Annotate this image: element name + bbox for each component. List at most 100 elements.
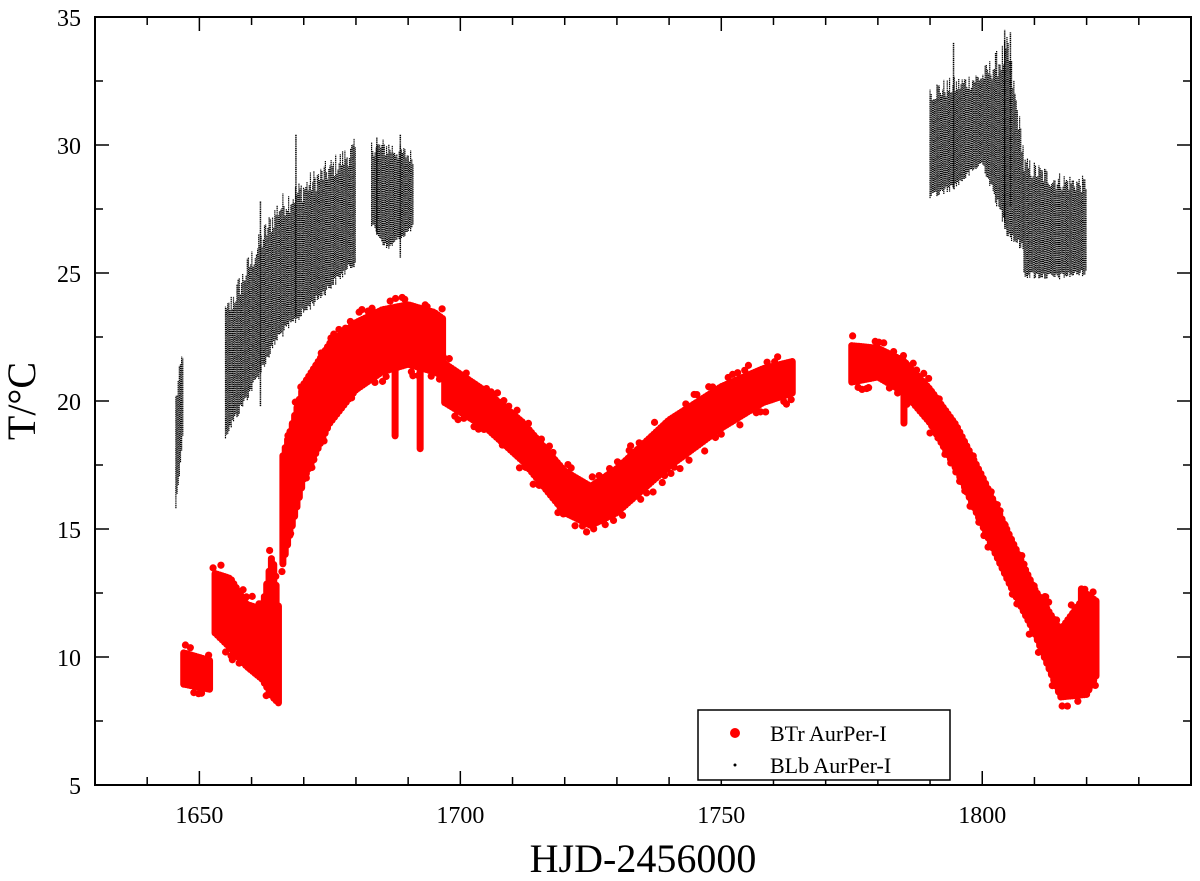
btr-point (197, 689, 206, 697)
btr-point (618, 511, 627, 519)
btr-point (266, 546, 274, 555)
btr-point (1020, 560, 1028, 568)
legend-label-blb: BLb AurPer-I (770, 753, 891, 778)
btr-point (934, 434, 942, 442)
btr-point (186, 644, 194, 652)
btr-point (849, 332, 857, 340)
btr-dip (1077, 585, 1085, 670)
btr-point (947, 459, 955, 467)
btr-point (217, 561, 225, 569)
btr-point (650, 418, 659, 426)
btr-point (346, 317, 354, 326)
btr-point-range (788, 357, 796, 397)
btr-point-range (1092, 597, 1100, 680)
btr-point (682, 400, 690, 408)
btr-point (554, 508, 562, 517)
btr-point-range (206, 656, 214, 693)
btr-point (996, 507, 1004, 515)
btr-point (993, 501, 1001, 509)
btr-point (736, 421, 744, 429)
btr-point (894, 389, 902, 397)
btr-point (439, 353, 448, 361)
btr-point (287, 530, 295, 538)
x-axis-title: HJD-2456000 (530, 836, 757, 881)
btr-point (661, 472, 669, 480)
btr-point (302, 474, 310, 482)
btr-point (409, 372, 417, 380)
btr-point (358, 306, 366, 314)
btr-point (1025, 630, 1033, 638)
btr-point (308, 463, 316, 472)
btr-point (549, 448, 557, 457)
btr-point (658, 478, 666, 487)
btr-point (590, 525, 598, 533)
btr-point (1013, 600, 1021, 608)
btr-point (423, 303, 431, 311)
btr-point-range (274, 602, 282, 707)
btr-point (454, 416, 462, 424)
ticks-layer: 1650 1700 1750 1800 5 10 15 20 25 30 35 (57, 6, 1191, 829)
btr-point (685, 456, 693, 464)
btr-point (248, 592, 256, 600)
btr-point (445, 355, 453, 363)
btr-point (913, 366, 921, 374)
btr-point (1030, 582, 1038, 590)
btr-point (320, 437, 328, 445)
btr-point (667, 469, 675, 478)
btr-point (382, 372, 390, 381)
btr-point (1063, 702, 1071, 710)
y-tick-label: 25 (57, 262, 81, 288)
y-tick-label: 20 (57, 390, 81, 416)
btr-point (637, 495, 645, 503)
btr-point (935, 395, 943, 403)
btr-point (1058, 702, 1066, 710)
btr-point (774, 353, 782, 361)
btr-point (242, 593, 250, 601)
series-btr-aurper-i (180, 293, 1100, 710)
btr-point (537, 435, 546, 443)
btr-point (335, 325, 343, 334)
btr-point (984, 543, 992, 551)
btr-point (209, 564, 217, 572)
btr-point (961, 487, 969, 495)
x-tick-label: 1750 (697, 803, 745, 829)
btr-point (601, 521, 609, 529)
x-tick-label: 1800 (958, 803, 1006, 829)
btr-point (317, 349, 325, 357)
series-layer (175, 29, 1100, 710)
btr-point (235, 659, 243, 667)
btr-point (741, 366, 749, 374)
btr-point (401, 295, 409, 303)
btr-point (297, 383, 305, 391)
btr-point (462, 369, 470, 377)
btr-point (278, 567, 286, 576)
btr-point (1008, 590, 1017, 598)
y-tick-label: 15 (57, 518, 81, 544)
btr-point (284, 431, 292, 440)
btr-point (330, 330, 338, 338)
legend-marker-blb (733, 763, 737, 767)
btr-point (522, 463, 530, 471)
btr-point (500, 397, 508, 405)
btr-point (980, 531, 988, 540)
btr-point (262, 692, 270, 700)
btr-point (709, 383, 717, 391)
btr-point (272, 572, 280, 580)
btr-point (386, 297, 394, 305)
x-tick-label: 1700 (436, 803, 484, 829)
legend-label-btr: BTr AurPer-I (770, 721, 887, 746)
btr-point (649, 488, 657, 496)
btr-point (427, 372, 435, 380)
btr-point (635, 439, 643, 447)
btr-point (368, 304, 376, 312)
btr-point (515, 464, 524, 472)
btr-dip (416, 349, 424, 453)
btr-point (609, 516, 618, 525)
btr-point (239, 586, 247, 594)
btr-point (1018, 551, 1026, 560)
btr-point (701, 447, 709, 455)
btr-point (228, 656, 236, 664)
btr-point (676, 464, 684, 473)
btr-point (567, 464, 575, 472)
btr-point (966, 502, 974, 510)
